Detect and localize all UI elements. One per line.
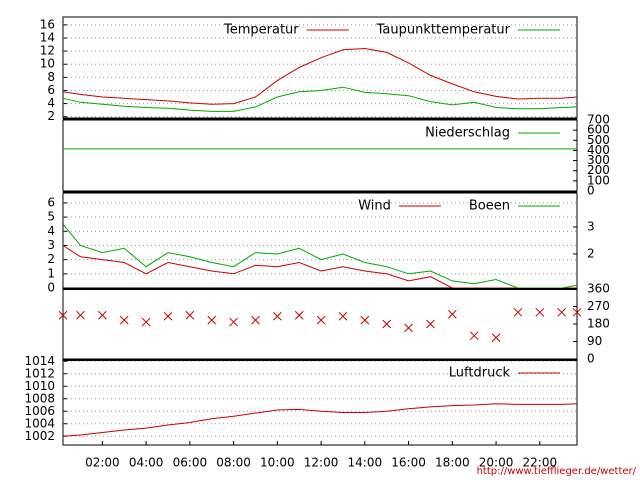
y-tick-label: 4 xyxy=(47,96,55,110)
series-line xyxy=(62,223,578,289)
y-tick-label: 4 xyxy=(47,224,55,238)
direction-marker xyxy=(572,307,582,317)
y-tick-label: 0 xyxy=(47,281,55,295)
direction-marker xyxy=(513,307,523,317)
direction-marker xyxy=(251,315,260,325)
x-tick-label: 16:00 xyxy=(391,456,426,470)
x-tick-label: 02:00 xyxy=(85,456,120,470)
x-tick-label: 06:00 xyxy=(173,456,208,470)
legend-label: Taupunkttemperatur xyxy=(376,23,511,38)
direction-marker xyxy=(163,311,173,321)
direction-marker xyxy=(58,310,68,320)
y-tick-label: 1008 xyxy=(24,391,55,405)
direction-marker xyxy=(535,307,545,317)
y-tick-label: 6 xyxy=(47,83,55,97)
direction-marker xyxy=(469,331,479,341)
y-tick-label: 1014 xyxy=(24,354,55,368)
panel-frame xyxy=(62,288,578,360)
direction-marker xyxy=(207,315,217,325)
direction-marker xyxy=(272,311,282,321)
direction-marker xyxy=(76,310,85,320)
y-tick-label: 0 xyxy=(587,184,595,198)
y-tick-label: 200 xyxy=(587,163,610,177)
series-line xyxy=(62,86,578,112)
y-tick-label: 90 xyxy=(587,334,602,348)
series-line xyxy=(62,403,578,437)
direction-marker xyxy=(185,310,195,320)
y-tick-label: 1006 xyxy=(24,404,55,418)
y-tick-label: 10 xyxy=(40,57,55,71)
x-tick-label: 08:00 xyxy=(216,456,251,470)
direction-marker xyxy=(294,310,304,320)
y-tick-label: 600 xyxy=(587,123,610,137)
direction-marker xyxy=(491,333,501,342)
y-tick-label: 180 xyxy=(587,317,610,331)
y-tick-label: 400 xyxy=(587,143,610,157)
direction-marker xyxy=(360,315,370,325)
footer-url: http://www.tiefflieger.de/wetter/ xyxy=(477,466,637,477)
direction-marker xyxy=(338,311,348,321)
direction-marker xyxy=(229,317,238,327)
y-tick-label: 5 xyxy=(47,210,55,224)
x-tick-label: 20:00 xyxy=(479,456,514,470)
direction-marker xyxy=(447,309,457,319)
y-tick-label: 360 xyxy=(587,282,610,296)
series-line xyxy=(62,245,577,289)
legend-label: Niederschlag xyxy=(425,126,510,141)
y-tick-label: 1012 xyxy=(24,366,55,380)
y-tick-label: 12 xyxy=(40,44,55,58)
y-tick-label: 14 xyxy=(40,30,55,44)
y-tick-label: 270 xyxy=(587,299,610,313)
direction-marker xyxy=(119,315,129,325)
direction-marker xyxy=(426,319,435,329)
direction-marker xyxy=(98,310,107,320)
direction-marker xyxy=(141,317,151,327)
x-tick-label: 10:00 xyxy=(260,456,295,470)
y2-tick-label: 2 xyxy=(587,246,595,260)
y-tick-label: 500 xyxy=(587,133,610,147)
y-tick-label: 2 xyxy=(47,109,55,123)
y-tick-label: 0 xyxy=(587,352,595,366)
x-tick-label: 18:00 xyxy=(435,456,470,470)
direction-marker xyxy=(316,315,326,325)
y2-tick-label: 3 xyxy=(587,220,595,234)
direction-marker xyxy=(382,319,392,329)
x-tick-label: 12:00 xyxy=(304,456,339,470)
y-tick-label: 1002 xyxy=(24,429,55,443)
series-line xyxy=(62,47,578,105)
legend-label: Temperatur xyxy=(223,23,299,38)
direction-marker xyxy=(404,323,413,333)
legend-label: Wind xyxy=(358,199,391,214)
y-tick-label: 2 xyxy=(47,252,55,266)
y-tick-label: 16 xyxy=(40,17,55,31)
y-tick-label: 100 xyxy=(587,173,610,187)
y-tick-label: 3 xyxy=(47,238,55,252)
y-tick-label: 8 xyxy=(47,70,55,84)
x-tick-label: 22:00 xyxy=(523,456,558,470)
legend-label: Boeen xyxy=(469,199,510,214)
y-tick-label: 1004 xyxy=(24,416,55,430)
y-tick-label: 1 xyxy=(47,266,55,280)
direction-marker xyxy=(557,307,567,317)
y-tick-label: 6 xyxy=(47,195,55,209)
x-tick-label: 04:00 xyxy=(129,456,164,470)
y-tick-label: 300 xyxy=(587,153,610,167)
y-tick-label: 1010 xyxy=(24,379,55,393)
y-tick-label: 700 xyxy=(587,113,610,127)
x-tick-label: 14:00 xyxy=(348,456,383,470)
legend-label: Luftdruck xyxy=(449,366,511,381)
